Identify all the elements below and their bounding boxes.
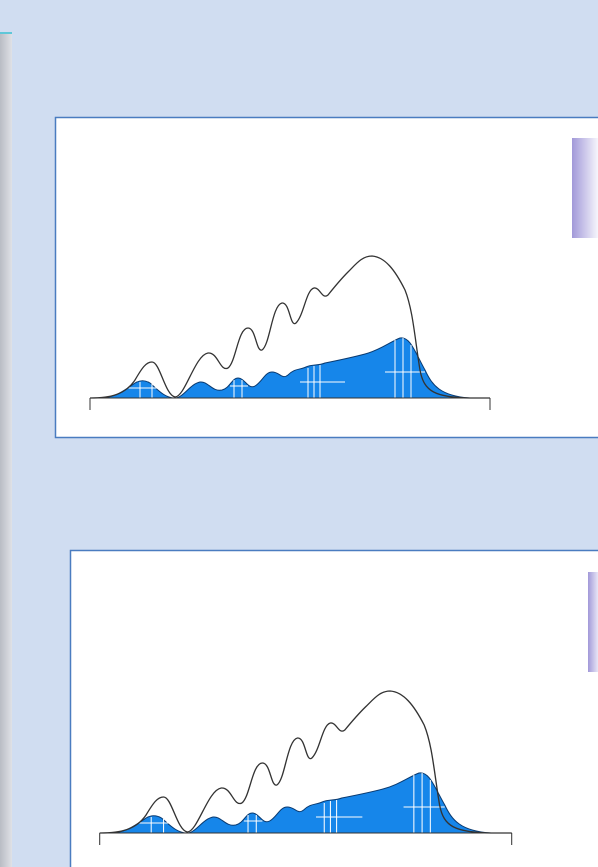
gel-lane [588,572,598,672]
gel-lane [572,138,598,238]
side-image [0,33,12,867]
